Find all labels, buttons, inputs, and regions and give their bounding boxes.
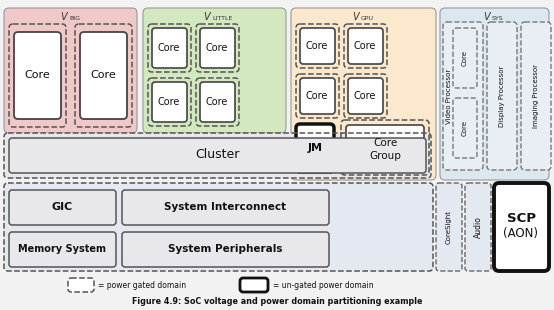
FancyBboxPatch shape (200, 82, 235, 122)
Text: GPU: GPU (361, 16, 374, 21)
Text: V: V (60, 12, 67, 22)
FancyBboxPatch shape (9, 24, 66, 127)
FancyBboxPatch shape (296, 24, 339, 68)
FancyBboxPatch shape (9, 138, 426, 173)
FancyBboxPatch shape (440, 8, 549, 180)
Text: System Peripherals: System Peripherals (168, 244, 282, 254)
Text: LITTLE: LITTLE (212, 16, 232, 21)
Text: (AON): (AON) (504, 228, 538, 241)
FancyBboxPatch shape (143, 8, 286, 133)
Text: Core: Core (462, 50, 468, 66)
Text: = un-gated power domain: = un-gated power domain (273, 281, 373, 290)
Text: V: V (484, 12, 490, 22)
Text: Core: Core (158, 97, 180, 107)
FancyBboxPatch shape (436, 183, 462, 271)
Text: BIG: BIG (69, 16, 80, 21)
Text: Core: Core (354, 91, 376, 101)
FancyBboxPatch shape (122, 232, 329, 267)
FancyBboxPatch shape (68, 278, 94, 292)
FancyBboxPatch shape (296, 124, 334, 172)
FancyBboxPatch shape (300, 78, 335, 114)
FancyBboxPatch shape (9, 190, 116, 225)
Text: Core: Core (24, 70, 50, 80)
FancyBboxPatch shape (487, 22, 517, 170)
FancyBboxPatch shape (494, 183, 549, 271)
FancyBboxPatch shape (75, 24, 132, 127)
FancyBboxPatch shape (4, 183, 433, 271)
FancyBboxPatch shape (152, 82, 187, 122)
Text: Figure 4.9: SoC voltage and power domain partitioning example: Figure 4.9: SoC voltage and power domain… (132, 296, 422, 305)
Text: Cluster: Cluster (195, 148, 239, 162)
FancyBboxPatch shape (240, 278, 268, 292)
FancyBboxPatch shape (4, 8, 137, 133)
FancyBboxPatch shape (200, 28, 235, 68)
Text: GIC: GIC (52, 202, 73, 212)
FancyBboxPatch shape (196, 24, 239, 72)
Text: CoreSight: CoreSight (446, 210, 452, 244)
FancyBboxPatch shape (453, 28, 477, 88)
FancyBboxPatch shape (453, 98, 477, 158)
Text: Imaging Processor: Imaging Processor (533, 64, 539, 128)
Text: Core: Core (354, 41, 376, 51)
Text: Core: Core (206, 97, 228, 107)
FancyBboxPatch shape (300, 28, 335, 64)
FancyBboxPatch shape (341, 120, 429, 175)
FancyBboxPatch shape (4, 133, 431, 178)
Text: V: V (352, 12, 359, 22)
Text: Core: Core (373, 138, 397, 148)
Text: Group: Group (369, 151, 401, 161)
FancyBboxPatch shape (344, 74, 387, 118)
FancyBboxPatch shape (465, 183, 491, 271)
Text: V: V (203, 12, 210, 22)
FancyBboxPatch shape (344, 24, 387, 68)
Text: Core: Core (462, 120, 468, 136)
Text: Core: Core (306, 41, 328, 51)
FancyBboxPatch shape (348, 28, 383, 64)
Text: Core: Core (206, 43, 228, 53)
FancyBboxPatch shape (346, 125, 424, 170)
Text: Core: Core (306, 91, 328, 101)
Text: = power gated domain: = power gated domain (98, 281, 186, 290)
Text: SYS: SYS (492, 16, 504, 21)
FancyBboxPatch shape (148, 78, 191, 126)
Text: SCP: SCP (506, 211, 536, 224)
FancyBboxPatch shape (443, 22, 483, 170)
Text: System Interconnect: System Interconnect (164, 202, 286, 212)
FancyBboxPatch shape (291, 8, 436, 180)
FancyBboxPatch shape (14, 32, 61, 119)
FancyBboxPatch shape (9, 232, 116, 267)
FancyBboxPatch shape (148, 24, 191, 72)
FancyBboxPatch shape (122, 190, 329, 225)
FancyBboxPatch shape (521, 22, 551, 170)
Text: Display Processor: Display Processor (499, 65, 505, 127)
FancyBboxPatch shape (296, 74, 339, 118)
Text: Memory System: Memory System (18, 244, 106, 254)
FancyBboxPatch shape (80, 32, 127, 119)
Text: Audio: Audio (474, 216, 483, 238)
FancyBboxPatch shape (348, 78, 383, 114)
Text: JM: JM (307, 143, 322, 153)
Text: Video Processor: Video Processor (446, 69, 452, 124)
FancyBboxPatch shape (196, 78, 239, 126)
Text: Core: Core (158, 43, 180, 53)
FancyBboxPatch shape (152, 28, 187, 68)
Text: Core: Core (90, 70, 116, 80)
